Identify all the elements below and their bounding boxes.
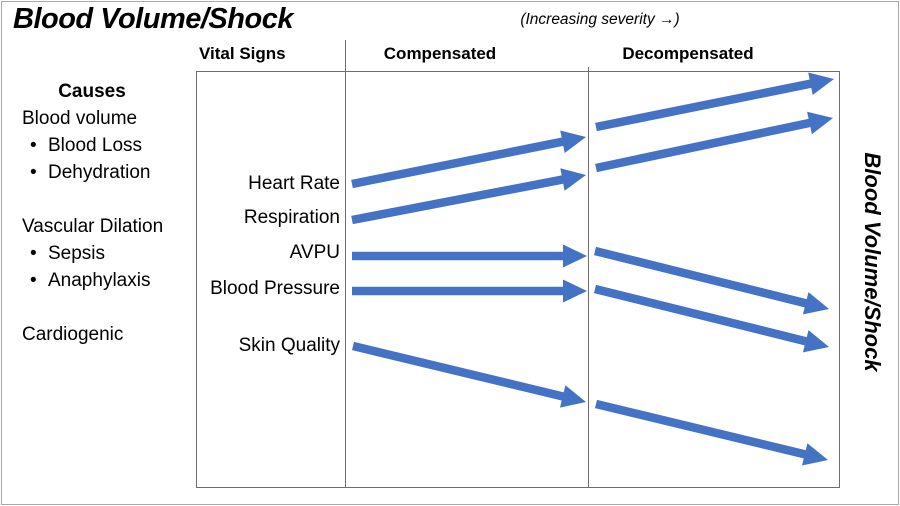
bullet-icon: • xyxy=(30,162,37,183)
cause-item: • Dehydration xyxy=(22,159,187,186)
vital-sign-label: Heart Rate xyxy=(248,173,340,194)
cause-item-label: Dehydration xyxy=(48,162,151,183)
divider-vital-signs xyxy=(345,40,346,488)
column-header-compensated: Compensated xyxy=(383,44,497,63)
cause-group: Vascular Dilation • Sepsis • Anaphylaxis xyxy=(22,213,187,294)
bullet-icon: • xyxy=(30,270,37,291)
bullet-icon: • xyxy=(30,135,37,156)
column-header-vital-signs: Vital Signs xyxy=(199,44,286,63)
cause-group-label: Cardiogenic xyxy=(22,324,124,345)
vital-sign-label: Skin Quality xyxy=(238,335,340,356)
chart-box xyxy=(196,71,840,488)
bullet-icon: • xyxy=(30,243,37,264)
page-title: Blood Volume/Shock xyxy=(13,3,293,35)
cause-group-label: Blood volume xyxy=(22,108,138,129)
vital-sign-label: AVPU xyxy=(289,242,340,263)
cause-group: Cardiogenic xyxy=(22,321,187,348)
cause-group-label: Vascular Dilation xyxy=(22,216,164,237)
right-axis-label: Blood Volume/Shock xyxy=(860,152,885,372)
vital-sign-label: Respiration xyxy=(243,207,340,228)
cause-item-label: Sepsis xyxy=(48,243,106,264)
severity-note: (Increasing severity →) xyxy=(520,11,680,28)
cause-item-label: Blood Loss xyxy=(48,135,143,156)
cause-item: • Anaphylaxis xyxy=(22,267,187,294)
cause-item: • Sepsis xyxy=(22,240,187,267)
cause-item: • Blood Loss xyxy=(22,132,187,159)
vital-sign-label: Blood Pressure xyxy=(210,278,340,299)
divider-compensated-decompensated xyxy=(588,67,589,488)
causes-heading: Causes xyxy=(58,81,126,102)
causes-panel: Causes Blood volume • Blood Loss • Dehydrati… xyxy=(22,78,187,348)
column-header-decompensated: Decompensated xyxy=(622,44,754,63)
cause-group: Blood volume • Blood Loss • Dehydration xyxy=(22,105,187,186)
cause-item-label: Anaphylaxis xyxy=(48,270,151,291)
